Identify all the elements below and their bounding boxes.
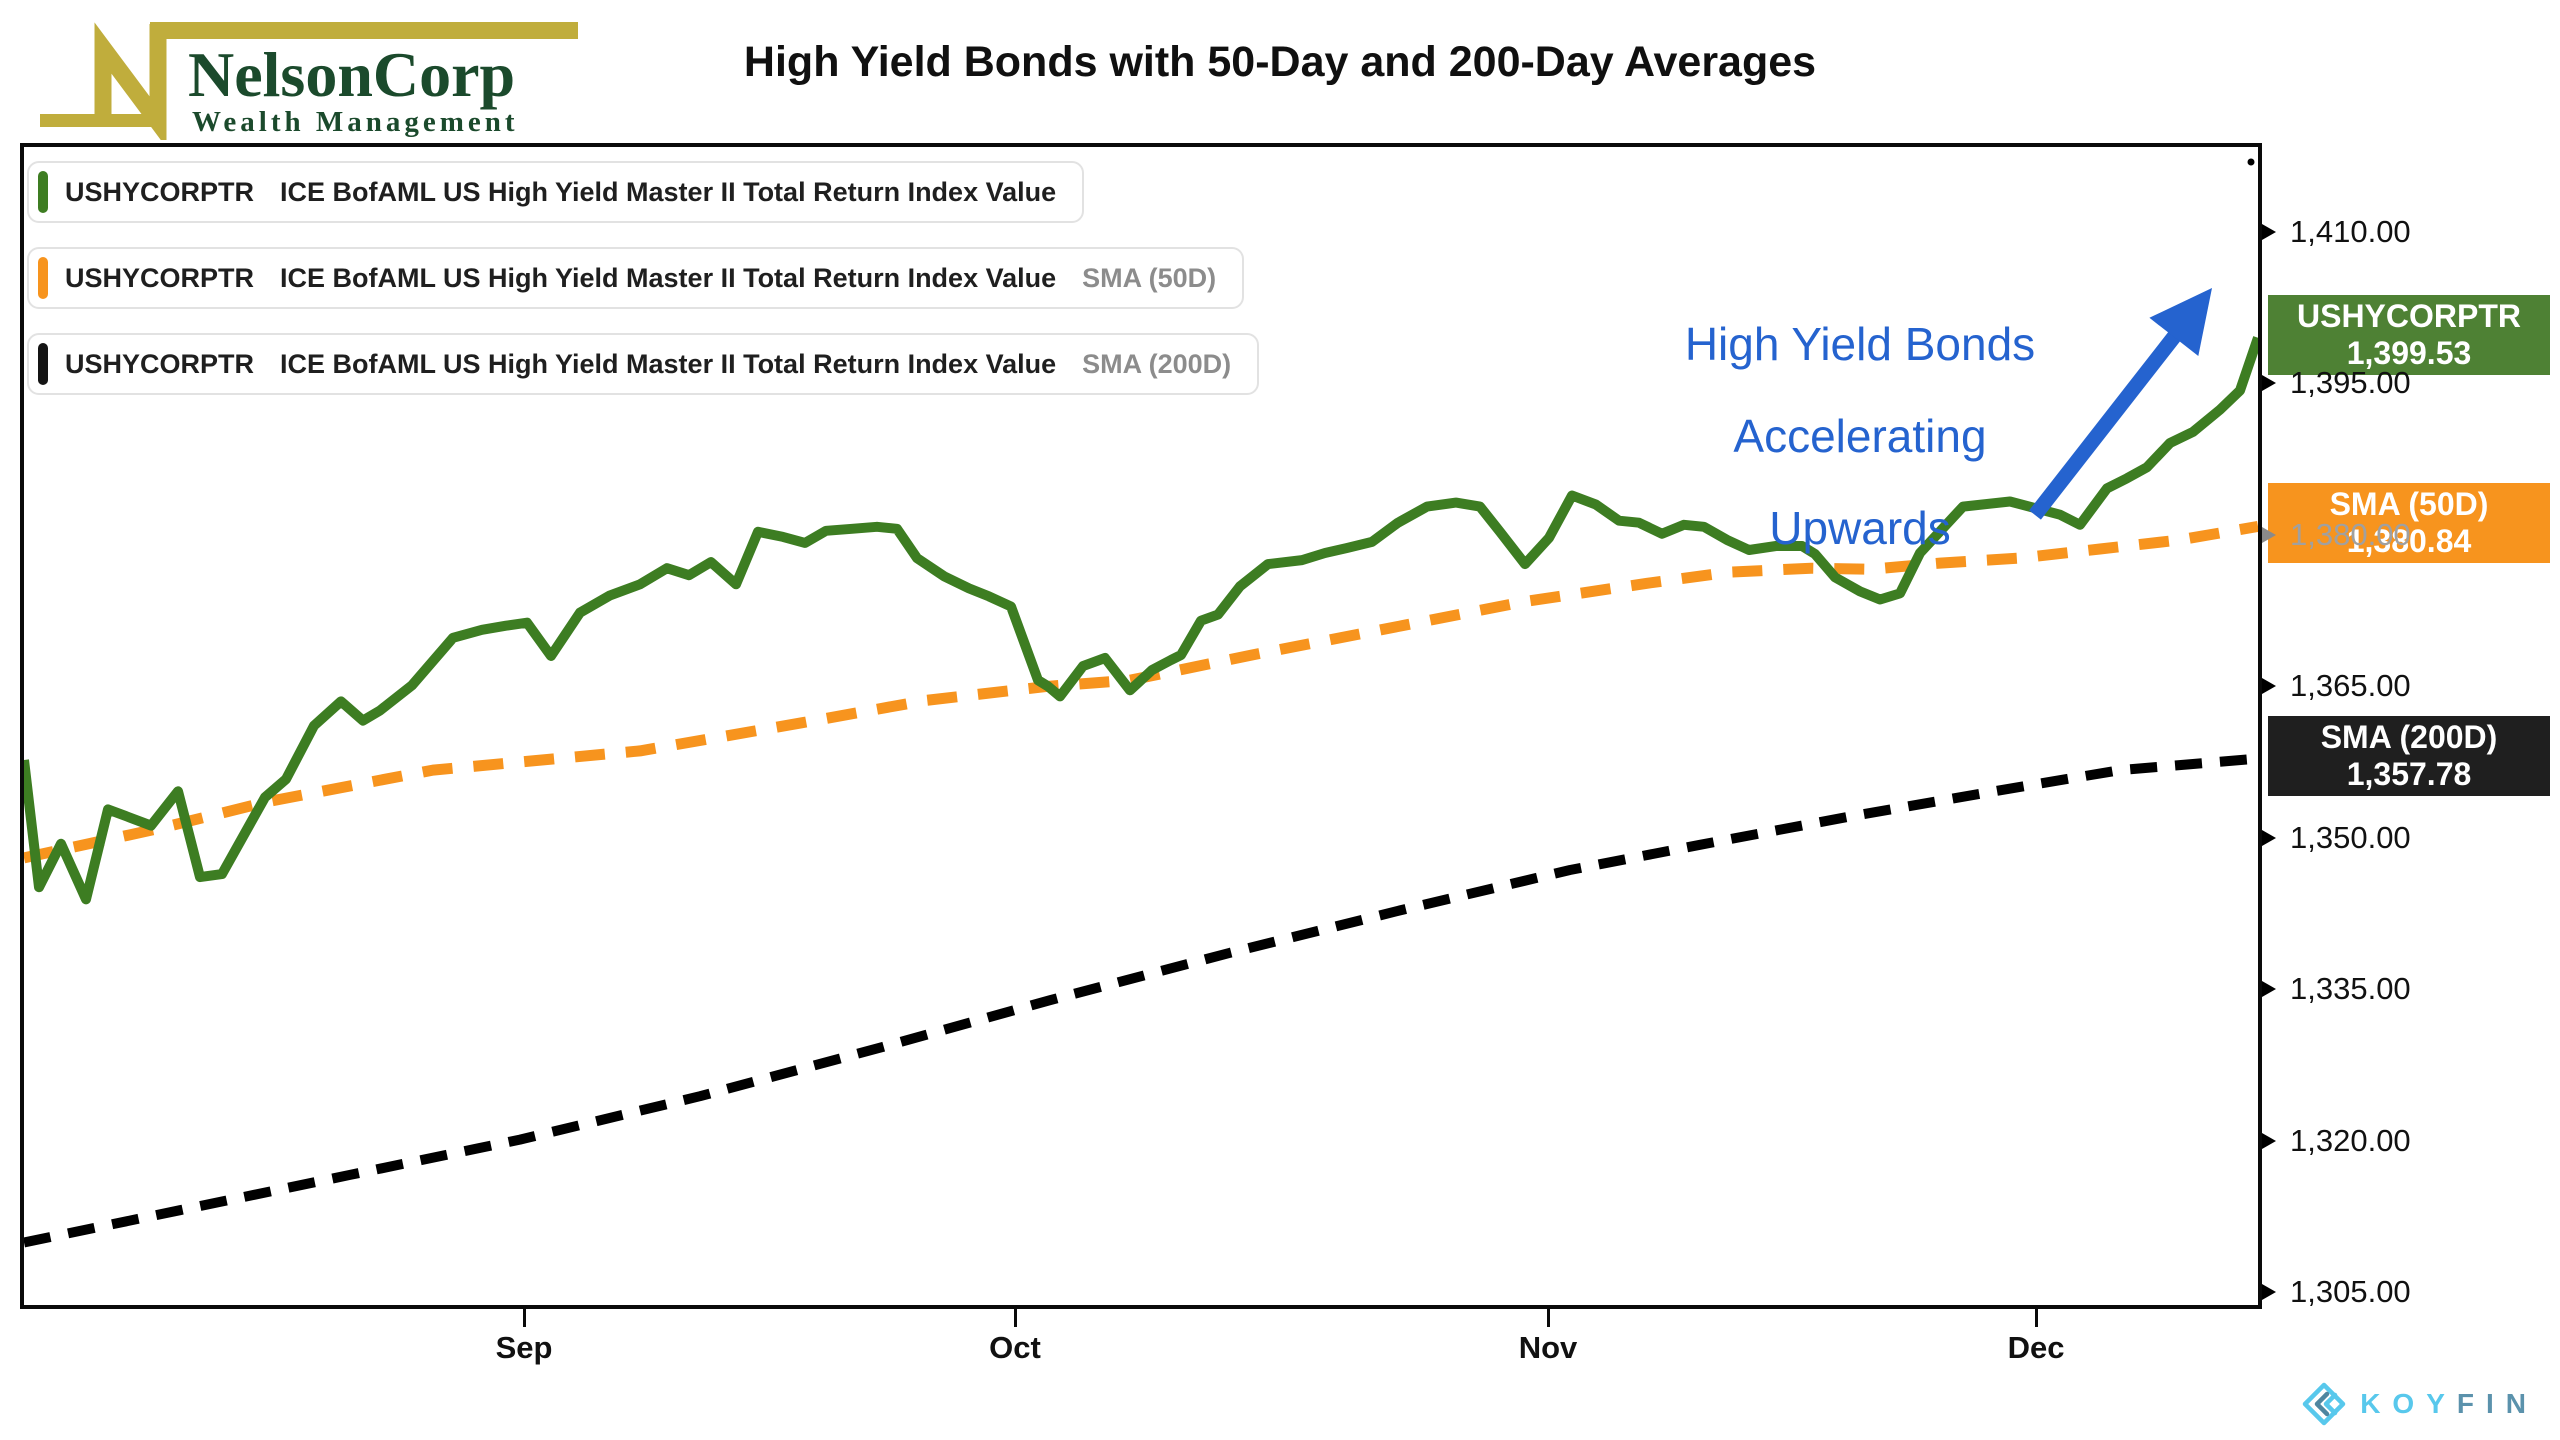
badge-value: 1,399.53: [2346, 334, 2472, 371]
koyfin-wordmark: KOYFIN: [2360, 1388, 2538, 1419]
y-axis-tick-arrow: [2262, 375, 2276, 392]
badge-value: 1,357.78: [2346, 756, 2472, 793]
badge-value: 1,380.84: [2346, 523, 2472, 560]
legend-ticker: USHYCORPTR: [65, 176, 255, 207]
sma200-line: [24, 754, 2251, 1248]
annotation-arrow-shaft: [2029, 327, 2184, 520]
legend-ticker: USHYCORPTR: [65, 348, 255, 379]
brand-subtitle: Wealth Management: [192, 106, 519, 138]
legend-description: ICE BofAML US High Yield Master II Total…: [280, 348, 1057, 379]
x-axis-label: Dec: [2007, 1330, 2065, 1365]
annotation-arrow-head: [2149, 288, 2212, 356]
y-axis-tick-arrow: [2262, 981, 2276, 998]
annotation-line-1: High Yield Bonds: [1684, 318, 2036, 370]
y-axis-tick-arrow: [2262, 1132, 2276, 1149]
legend-suffix: SMA (200D): [1082, 348, 1232, 379]
koyfin-icon: [2302, 1382, 2346, 1426]
x-axis-tick: [523, 1309, 526, 1327]
y-axis-tick-arrow: [2262, 678, 2276, 695]
value-badge-sma200: SMA (200D) 1,357.78: [2268, 716, 2550, 797]
x-axis-label: Sep: [495, 1330, 553, 1365]
y-axis-label: 1,395.00: [2290, 365, 2411, 401]
index-line: [24, 336, 2258, 905]
y-axis-tick-arrow: [2262, 1284, 2276, 1300]
x-axis-tick: [1547, 1309, 1550, 1327]
y-axis-label: 1,410.00: [2290, 214, 2411, 249]
koyfin-watermark: KOYFIN: [2302, 1382, 2538, 1426]
plot-canvas: [24, 158, 2258, 1248]
value-badge-ushycorptr: USHYCORPTR 1,399.53: [2268, 294, 2550, 375]
y-axis-label: 1,350.00: [2290, 819, 2411, 855]
y-axis-tick-arrow: [2262, 829, 2276, 846]
y-axis-label: 1,305.00: [2290, 1274, 2411, 1309]
chart-area: USHYCORPTR ICE BofAML US High Yield Mast…: [20, 143, 2262, 1309]
y-axis-label: 1,380.00: [2290, 516, 2411, 552]
legend-suffix: SMA (50D): [1082, 262, 1217, 293]
y-axis-label: 1,335.00: [2290, 971, 2411, 1007]
page-title: High Yield Bonds with 50-Day and 200-Day…: [743, 38, 1817, 86]
y-axis-tick-arrow: [2262, 224, 2276, 240]
y-axis-label: 1,365.00: [2290, 668, 2411, 704]
nelsoncorp-logo: NelsonCorp Wealth Management: [40, 12, 600, 140]
legend-item-index[interactable]: USHYCORPTR ICE BofAML US High Yield Mast…: [27, 161, 1085, 223]
legend-item-sma200[interactable]: USHYCORPTR ICE BofAML US High Yield Mast…: [27, 333, 1260, 395]
cursor-artifact-dot: [2247, 158, 2255, 166]
x-axis-tick: [2035, 1309, 2038, 1327]
legend-ticker: USHYCORPTR: [65, 262, 255, 293]
badge-label: USHYCORPTR: [2296, 297, 2521, 334]
x-axis-label: Oct: [989, 1330, 1041, 1365]
legend-color-bar-orange: [38, 257, 48, 299]
brand-name: NelsonCorp: [188, 39, 516, 110]
annotation-line-3: Upwards: [1769, 502, 1951, 554]
annotation-text: High Yield Bonds Accelerating Upwards: [1540, 298, 2180, 574]
annotation-line-2: Accelerating: [1733, 410, 1987, 462]
legend-color-bar-green: [38, 171, 48, 213]
y-axis-label: 1,320.00: [2290, 1122, 2411, 1158]
badge-label: SMA (50D): [2329, 486, 2489, 523]
x-axis-tick: [1014, 1309, 1017, 1327]
nelsoncorp-logo-icon: [40, 22, 578, 140]
legend-description: ICE BofAML US High Yield Master II Total…: [280, 176, 1057, 207]
y-axis-tick-arrow: [2262, 526, 2276, 543]
x-axis-label: Nov: [1518, 1330, 1578, 1365]
legend-item-sma50[interactable]: USHYCORPTR ICE BofAML US High Yield Mast…: [27, 247, 1245, 309]
sma50-line: [24, 520, 2258, 864]
legend-description: ICE BofAML US High Yield Master II Total…: [280, 262, 1057, 293]
legend-color-bar-black: [38, 343, 48, 385]
value-badge-sma50: SMA (50D) 1,380.84: [2268, 483, 2550, 564]
badge-label: SMA (200D): [2320, 719, 2498, 756]
